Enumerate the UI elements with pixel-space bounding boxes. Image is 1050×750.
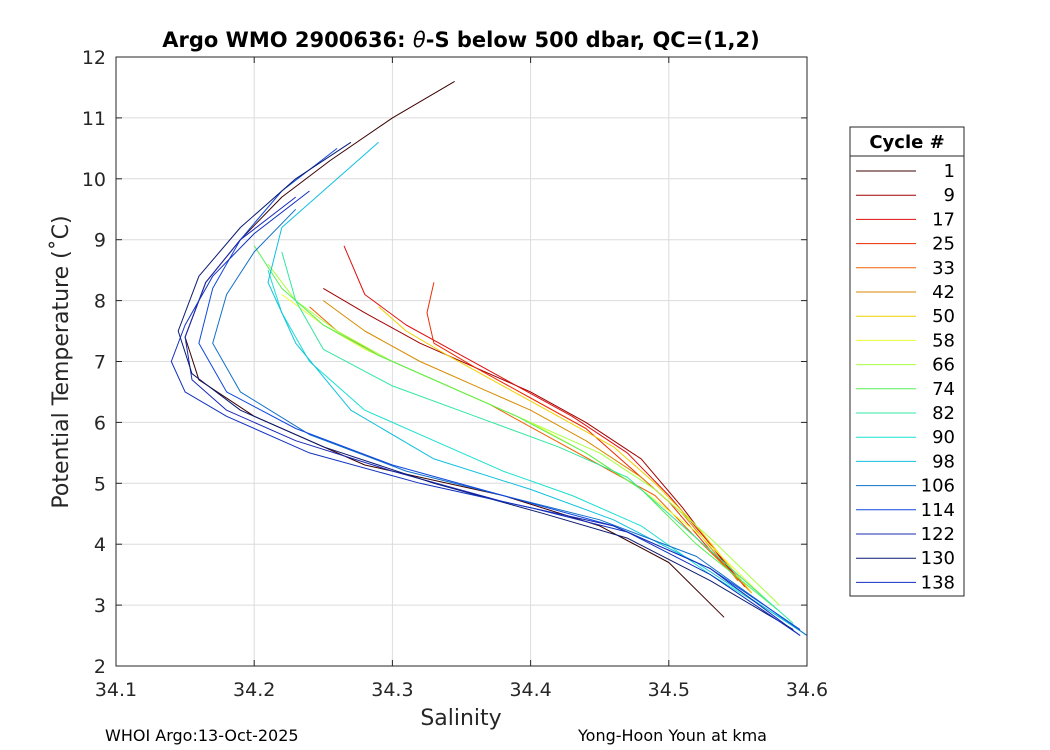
x-tick-label: 34.2 [233, 679, 275, 701]
legend-label-cycle-106: 106 [921, 476, 955, 497]
y-tick-label: 11 [82, 108, 106, 130]
chart-title: Argo WMO 2900636: θ-S below 500 dbar, QC… [162, 28, 759, 52]
legend-label-cycle-98: 98 [932, 451, 955, 472]
series-line-cycle-25 [426, 282, 753, 594]
y-tick-label: 2 [94, 656, 106, 678]
legend-label-cycle-33: 33 [932, 258, 955, 279]
y-tick-label: 6 [94, 412, 106, 434]
legend-box [849, 126, 965, 597]
legend-label-cycle-74: 74 [932, 379, 955, 400]
legend-label-cycle-58: 58 [932, 330, 955, 351]
y-tick-label: 12 [82, 47, 106, 69]
ticks: 34.1 34.2 34.3 34.4 34.5 34.6 2 3 4 5 6 7 8 9 10 11 12 [82, 47, 828, 701]
series-line-cycle-130 [177, 141, 794, 630]
legend-label-cycle-114: 114 [921, 500, 955, 521]
legend: Cycle # 1 9 17 25 33 42 50 58 66 74 82 90 98 106 114 12… [849, 126, 965, 597]
series-line-cycle-98 [267, 141, 808, 636]
y-tick-label: 3 [94, 595, 106, 617]
x-axis-label: Salinity [420, 706, 501, 731]
y-tick-label: 8 [94, 291, 106, 313]
legend-entries: 1 9 17 25 33 42 50 58 66 74 82 90 98 106 114 122 130 138 [856, 161, 955, 593]
series-line-cycle-138 [170, 190, 801, 636]
legend-title: Cycle # [869, 132, 944, 153]
footer-right: Yong-Hoon Youn at kma [577, 726, 767, 745]
y-tick-label: 10 [82, 169, 106, 191]
legend-label-cycle-82: 82 [932, 403, 955, 424]
legend-label-cycle-90: 90 [932, 427, 955, 448]
series-line-cycle-9 [323, 287, 739, 582]
legend-label-cycle-25: 25 [932, 234, 955, 255]
legend-label-cycle-66: 66 [932, 355, 955, 376]
y-tick-label: 7 [94, 352, 106, 374]
footer-left: WHOI Argo:13-Oct-2025 [105, 726, 299, 745]
y-tick-label: 9 [94, 230, 106, 252]
legend-label-cycle-130: 130 [921, 548, 955, 569]
series-layer [170, 80, 808, 636]
legend-label-cycle-42: 42 [932, 282, 955, 303]
series-line-cycle-50 [378, 306, 753, 594]
x-tick-label: 34.3 [371, 679, 413, 701]
plot-area: 34.1 34.2 34.3 34.4 34.5 34.6 2 3 4 5 6 7 8 9 10 11 12 [82, 47, 828, 701]
series-line-cycle-74 [253, 245, 780, 612]
legend-label-cycle-138: 138 [921, 572, 955, 593]
series-line-cycle-82 [281, 251, 794, 624]
x-tick-label: 34.6 [786, 679, 828, 701]
series-line-cycle-33 [309, 306, 753, 594]
y-tick-label: 4 [94, 534, 106, 556]
legend-label-cycle-1: 1 [944, 161, 955, 182]
x-tick-label: 34.5 [648, 679, 690, 701]
series-line-cycle-106 [212, 208, 808, 636]
x-tick-label: 34.4 [509, 679, 551, 701]
legend-label-cycle-50: 50 [932, 306, 955, 327]
series-line-cycle-90 [267, 269, 801, 630]
y-axis-label: Potential Temperature (˚C) [49, 215, 74, 508]
legend-label-cycle-9: 9 [944, 185, 955, 206]
legend-label-cycle-122: 122 [921, 524, 955, 545]
legend-label-cycle-17: 17 [932, 209, 955, 230]
x-tick-label: 34.1 [95, 679, 137, 701]
y-tick-label: 5 [94, 473, 106, 495]
